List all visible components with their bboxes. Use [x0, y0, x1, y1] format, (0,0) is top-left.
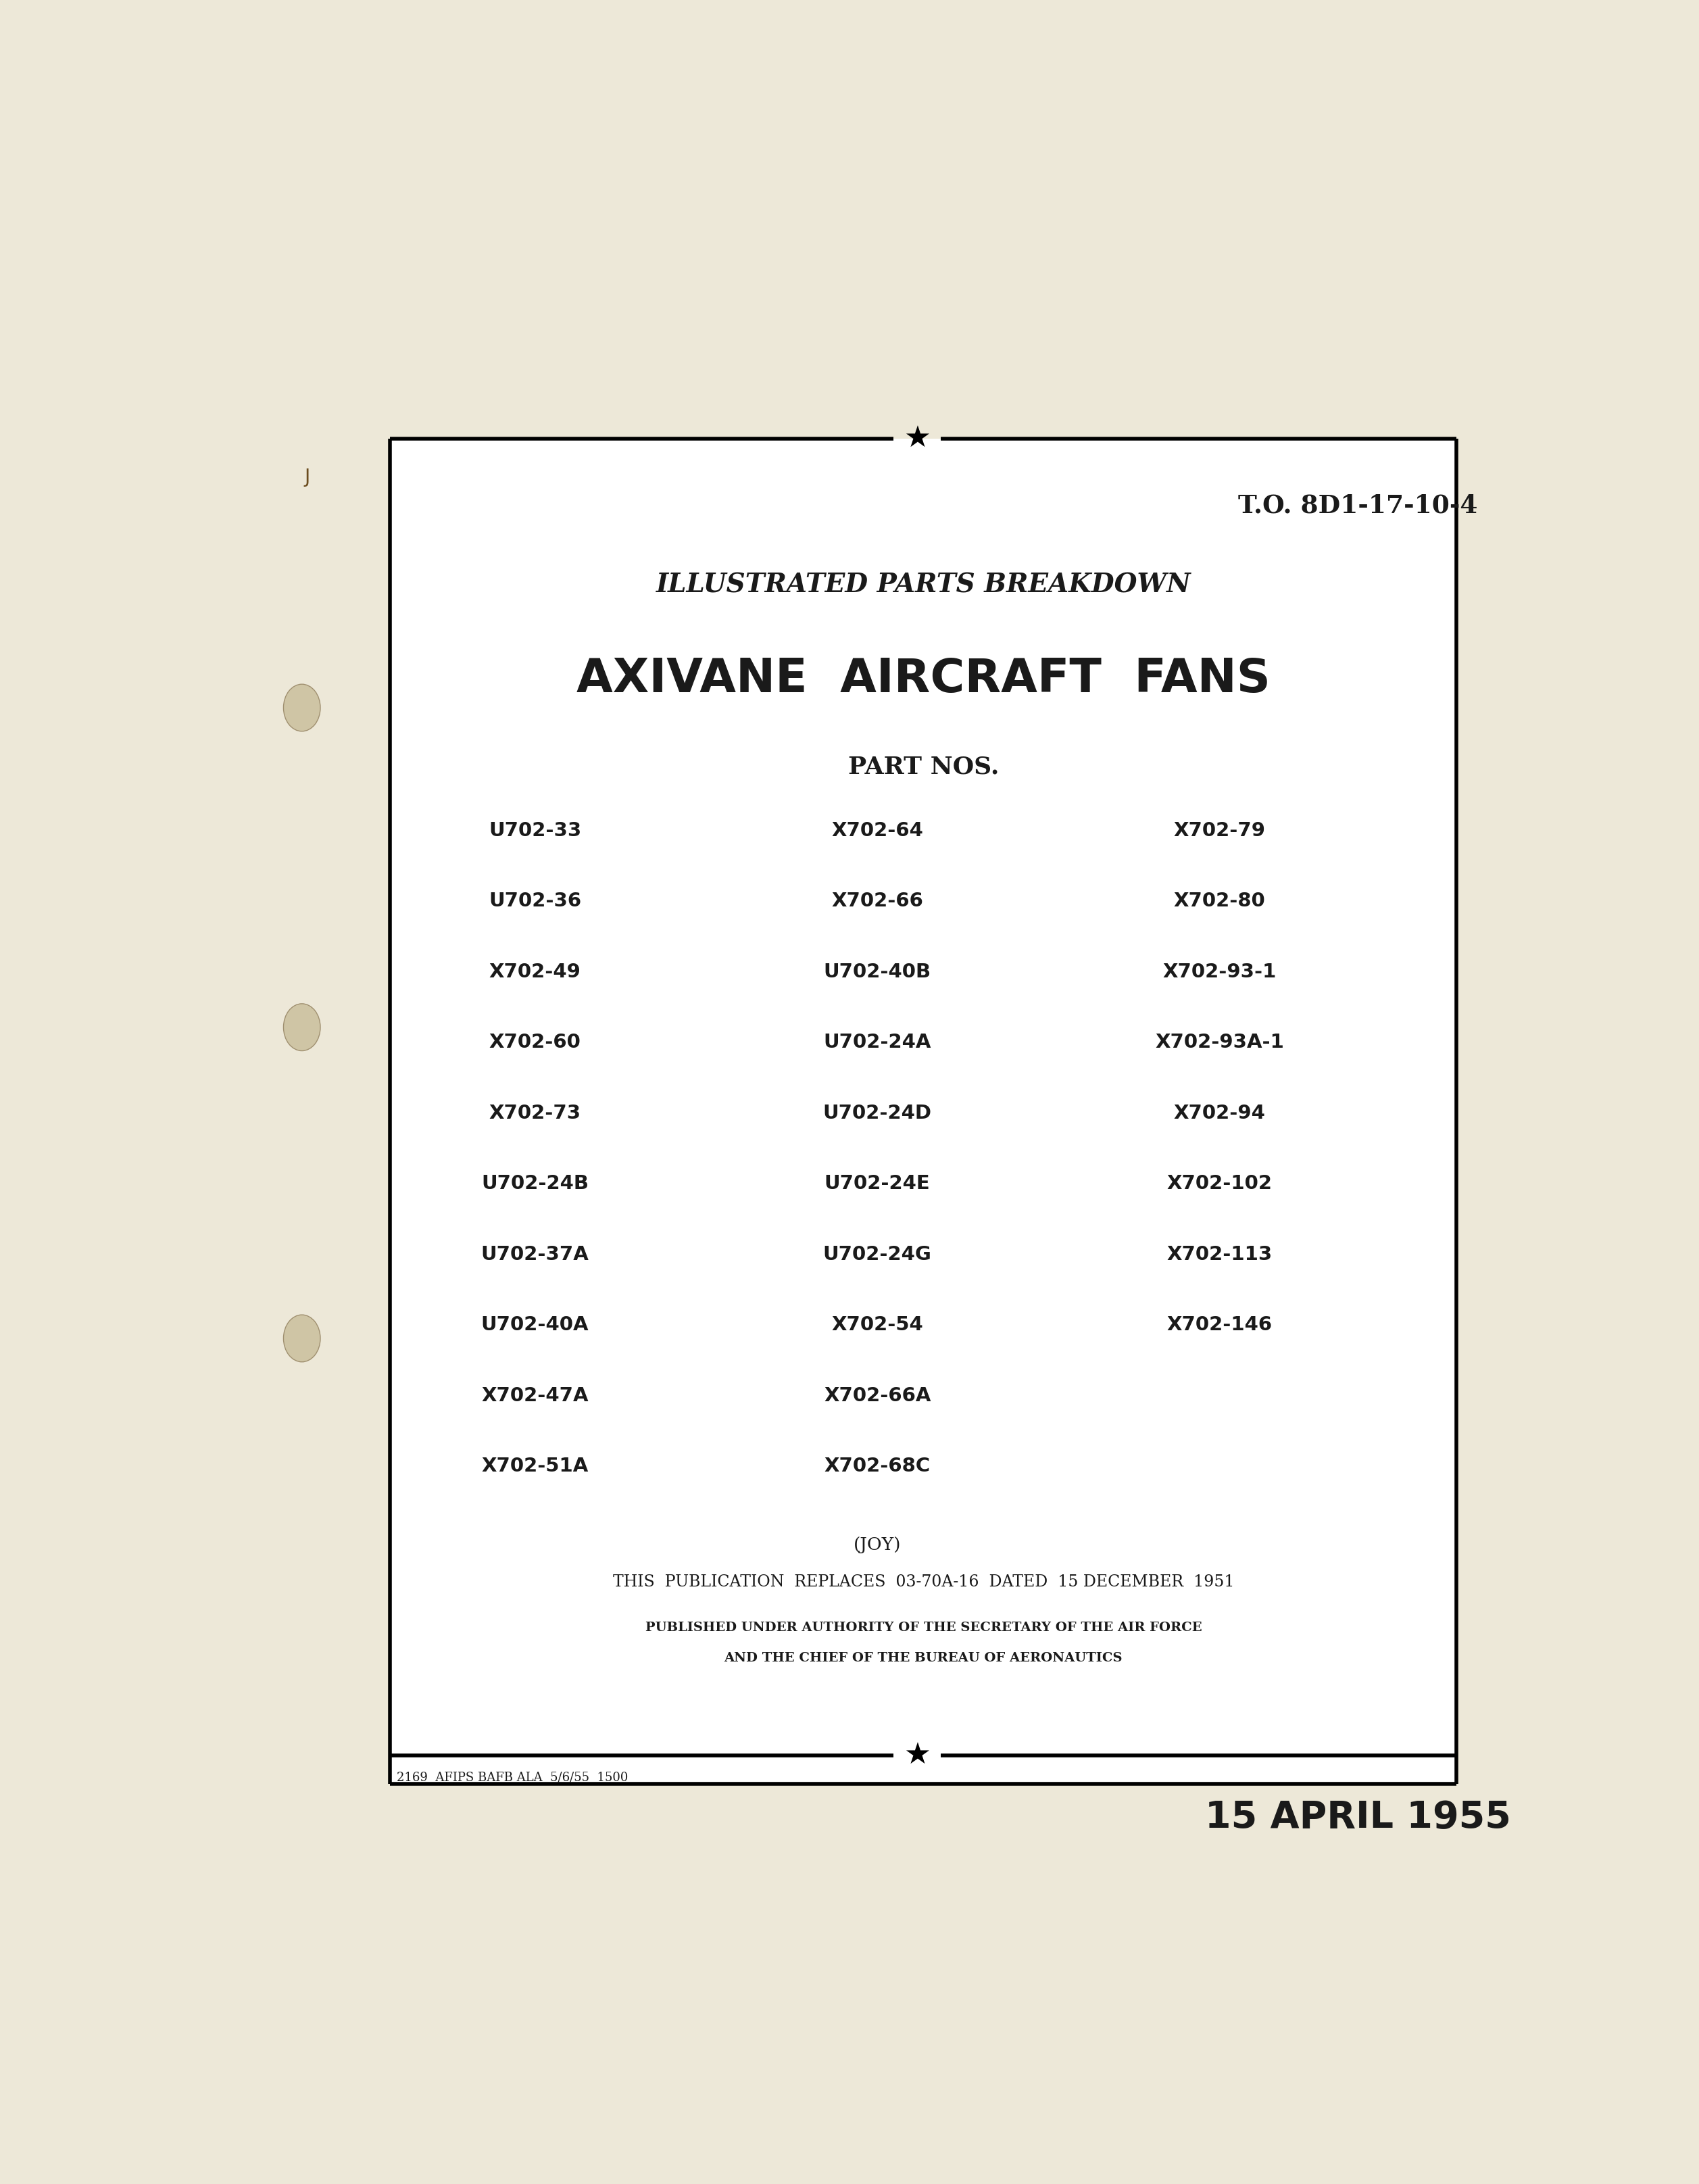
Text: J: J	[304, 467, 309, 487]
Text: U702-40B: U702-40B	[824, 963, 931, 981]
Text: X702-146: X702-146	[1167, 1315, 1273, 1334]
Text: U702-36: U702-36	[489, 891, 581, 911]
Text: THIS  PUBLICATION  REPLACES  03-70A-16  DATED  15 DECEMBER  1951: THIS PUBLICATION REPLACES 03-70A-16 DATE…	[613, 1575, 1233, 1590]
Text: X702-66: X702-66	[831, 891, 923, 911]
Text: X702-49: X702-49	[489, 963, 581, 981]
Text: X702-73: X702-73	[489, 1103, 581, 1123]
Text: ★: ★	[904, 424, 931, 454]
Text: U702-24A: U702-24A	[824, 1033, 931, 1053]
Text: X702-93-1: X702-93-1	[1162, 963, 1276, 981]
FancyBboxPatch shape	[391, 439, 1456, 1784]
Text: U702-40A: U702-40A	[481, 1315, 590, 1334]
Text: PART NOS.: PART NOS.	[848, 756, 999, 778]
Text: AXIVANE  AIRCRAFT  FANS: AXIVANE AIRCRAFT FANS	[576, 657, 1271, 701]
Text: X702-102: X702-102	[1167, 1175, 1273, 1192]
Text: PUBLISHED UNDER AUTHORITY OF THE SECRETARY OF THE AIR FORCE: PUBLISHED UNDER AUTHORITY OF THE SECRETA…	[646, 1621, 1201, 1634]
Text: (JOY): (JOY)	[853, 1538, 900, 1553]
Circle shape	[284, 684, 321, 732]
Text: X702-54: X702-54	[831, 1315, 923, 1334]
Text: X702-93A-1: X702-93A-1	[1155, 1033, 1284, 1053]
Text: X702-64: X702-64	[831, 821, 923, 841]
Text: ★: ★	[904, 1741, 931, 1769]
Circle shape	[284, 1315, 321, 1363]
Text: U702-24E: U702-24E	[824, 1175, 931, 1192]
Text: X702-60: X702-60	[489, 1033, 581, 1053]
Text: ILLUSTRATED PARTS BREAKDOWN: ILLUSTRATED PARTS BREAKDOWN	[656, 572, 1191, 598]
Text: X702-66A: X702-66A	[824, 1387, 931, 1404]
Text: 15 APRIL 1955: 15 APRIL 1955	[1205, 1800, 1510, 1837]
Text: X702-80: X702-80	[1174, 891, 1266, 911]
Text: 2169  AFIPS BAFB ALA  5/6/55  1500: 2169 AFIPS BAFB ALA 5/6/55 1500	[398, 1771, 629, 1784]
Text: T.O. 8D1-17-10-4: T.O. 8D1-17-10-4	[1239, 494, 1478, 518]
Text: X702-47A: X702-47A	[481, 1387, 588, 1404]
Text: X702-51A: X702-51A	[481, 1457, 588, 1476]
Text: U702-24B: U702-24B	[481, 1175, 588, 1192]
Text: X702-79: X702-79	[1174, 821, 1266, 841]
Text: X702-113: X702-113	[1167, 1245, 1273, 1265]
Text: U702-24D: U702-24D	[822, 1103, 931, 1123]
Text: X702-94: X702-94	[1174, 1103, 1266, 1123]
Text: AND THE CHIEF OF THE BUREAU OF AERONAUTICS: AND THE CHIEF OF THE BUREAU OF AERONAUTI…	[724, 1651, 1123, 1664]
Text: U702-37A: U702-37A	[481, 1245, 590, 1265]
Text: U702-33: U702-33	[489, 821, 581, 841]
Circle shape	[284, 1005, 321, 1051]
Text: X702-68C: X702-68C	[824, 1457, 931, 1476]
Text: U702-24G: U702-24G	[822, 1245, 931, 1265]
